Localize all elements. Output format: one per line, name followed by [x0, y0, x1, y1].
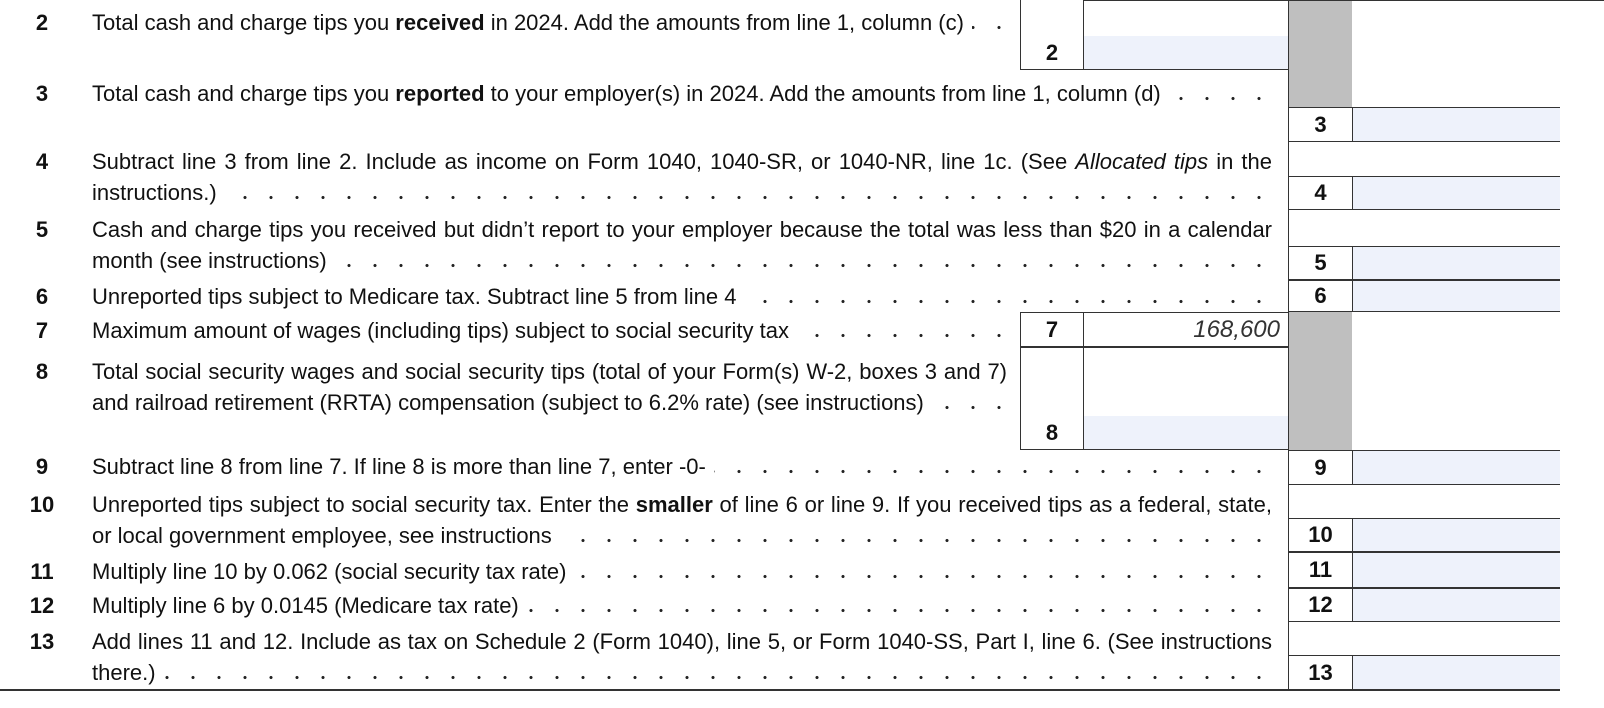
cell-rule — [1020, 312, 1021, 347]
line-text: Maximum amount of wages (including tips)… — [92, 315, 1007, 346]
cell-rule — [1083, 0, 1084, 70]
top-rule — [1083, 0, 1604, 1]
line-number: 13 — [29, 629, 55, 654]
bottom-rule — [0, 689, 1560, 691]
box-label: 13 — [1289, 655, 1352, 690]
cell-rule — [1352, 246, 1353, 280]
cell-rule — [1020, 347, 1021, 450]
line-text: Total cash and charge tips you reported … — [92, 78, 1272, 109]
line-number: 7 — [35, 318, 49, 343]
box-label: 5 — [1289, 246, 1352, 280]
column-rule — [1288, 0, 1289, 690]
text-segment: Total cash and charge tips you — [92, 10, 396, 35]
entry-field — [1353, 246, 1560, 280]
shaded-cell — [1288, 0, 1352, 107]
dot-leader — [92, 263, 1272, 268]
line-number: 10 — [29, 492, 55, 517]
box-label: 3 — [1289, 107, 1352, 142]
dot-leader — [92, 574, 1272, 579]
box-label: 11 — [1289, 552, 1352, 588]
dot-leader — [92, 195, 1272, 200]
text-segment: Multiply line 10 by 0.062 (social securi… — [92, 559, 575, 584]
line-number: 4 — [35, 149, 49, 174]
line-number: 8 — [35, 359, 49, 384]
cell-rule — [1083, 312, 1084, 347]
entry-field — [1353, 552, 1560, 588]
line-text: Total social security wages and social s… — [92, 356, 1007, 418]
shaded-cell — [1288, 312, 1352, 450]
line-text: Subtract line 3 from line 2. Include as … — [92, 146, 1272, 208]
cell-rule — [1352, 552, 1353, 588]
box-label: 10 — [1289, 518, 1352, 552]
cell-rule — [1352, 518, 1353, 552]
entry-field — [1353, 518, 1560, 552]
box-label: 4 — [1289, 176, 1352, 210]
entry-field — [1353, 107, 1560, 142]
text-segment: Total cash and charge tips you — [92, 81, 396, 106]
text-segment: Unreported tips subject to social securi… — [92, 492, 636, 517]
entry-field — [1353, 655, 1560, 690]
cell-rule — [1020, 312, 1288, 313]
box-label: 7 — [1021, 312, 1083, 347]
bold-text: reported — [395, 81, 485, 106]
text-segment: Unreported tips subject to Medicare tax.… — [92, 284, 745, 309]
line-number: 6 — [35, 284, 49, 309]
text-segment: Multiply line 6 by 0.0145 (Medicare tax … — [92, 593, 527, 618]
amount: 168,600 — [1193, 315, 1280, 343]
text-segment: in 2024. Add the amounts from line 1, co… — [484, 10, 972, 35]
text-segment: to your employer(s) in 2024. Add the amo… — [484, 81, 1169, 106]
line-text: Subtract line 8 from line 7. If line 8 i… — [92, 451, 1272, 482]
box-label: 12 — [1289, 588, 1352, 622]
cell-rule — [1020, 346, 1288, 347]
cell-rule — [1083, 347, 1084, 450]
entry-field — [1353, 280, 1560, 312]
line-text: Unreported tips subject to social securi… — [92, 489, 1272, 551]
cell-rule — [1352, 107, 1353, 142]
line-number: 5 — [35, 217, 49, 242]
line-text: Multiply line 6 by 0.0145 (Medicare tax … — [92, 590, 1272, 621]
line-text: Multiply line 10 by 0.062 (social securi… — [92, 556, 1272, 587]
line-text: Total cash and charge tips you received … — [92, 7, 1007, 38]
cell-rule — [1352, 176, 1353, 210]
cell-rule — [1020, 347, 1288, 348]
cell-rule — [1020, 0, 1021, 70]
line-number: 11 — [30, 559, 54, 584]
line-number: 3 — [35, 81, 49, 106]
box-label: 6 — [1289, 280, 1352, 312]
entry-field — [1084, 36, 1288, 70]
text-segment: Total social security wages and social s… — [92, 359, 1007, 415]
line-number: 2 — [35, 10, 49, 35]
entry-field — [1084, 416, 1288, 450]
entry-field — [1353, 450, 1560, 485]
bold-text: received — [395, 10, 485, 35]
dot-leader — [92, 675, 1272, 680]
cell-rule — [1352, 655, 1353, 690]
text-segment: Subtract line 3 from line 2. Include as … — [92, 149, 1076, 174]
entry-field — [1353, 176, 1560, 210]
line-number: 9 — [35, 454, 49, 479]
line-text: Unreported tips subject to Medicare tax.… — [92, 281, 1272, 312]
cell-rule — [1352, 588, 1353, 622]
cell-rule — [1352, 280, 1353, 312]
box-label: 9 — [1289, 450, 1352, 485]
text-segment: Subtract line 8 from line 7. If line 8 i… — [92, 454, 714, 479]
dot-leader — [92, 538, 1272, 543]
dot-leader — [92, 608, 1272, 613]
text-segment: Maximum amount of wages (including tips)… — [92, 318, 797, 343]
box-label: 8 — [1021, 416, 1083, 450]
cell-rule — [1352, 450, 1353, 485]
line-text: Cash and charge tips you received but di… — [92, 214, 1272, 276]
entry-field — [1353, 588, 1560, 622]
line-text: Add lines 11 and 12. Include as tax on S… — [92, 626, 1272, 688]
bold-text: smaller — [635, 492, 713, 517]
line-number: 12 — [29, 593, 55, 618]
italic-text: Allocated tips — [1075, 149, 1209, 174]
box-label: 2 — [1021, 36, 1083, 70]
